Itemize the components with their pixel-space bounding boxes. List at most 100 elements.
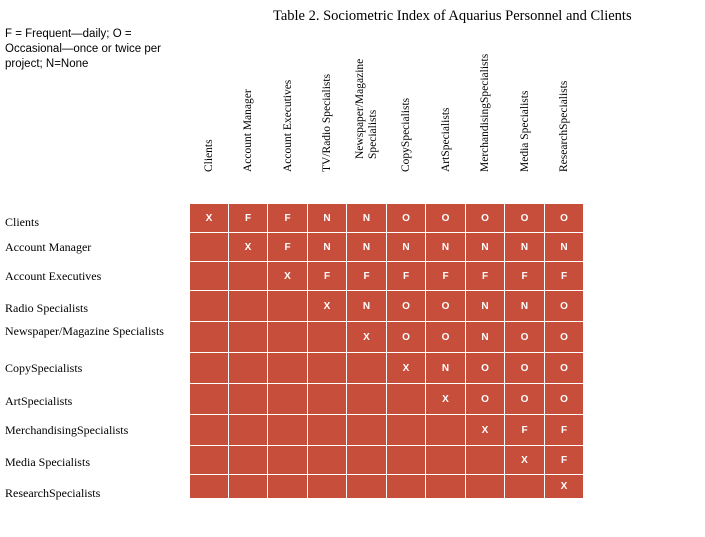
matrix-cell: N [426,353,465,383]
column-header-label: Specialists [367,109,379,159]
matrix-cell: O [545,204,583,232]
matrix-cell [190,262,228,290]
matrix-cell: F [545,446,583,474]
matrix-cell [308,446,346,474]
table-title: Table 2. Sociometric Index of Aquarius P… [273,8,632,24]
matrix-cell: O [545,384,583,414]
matrix-cell [308,415,346,445]
matrix-cell: N [505,291,544,321]
matrix-cell [190,384,228,414]
matrix-cell: N [308,233,346,261]
matrix-cell [268,384,307,414]
matrix-cell [229,475,267,498]
column-header-label: TV/Radio Specialists [321,73,333,172]
matrix-cell [426,475,465,498]
matrix-cell: O [505,384,544,414]
column-header: Clients [203,40,216,185]
matrix-cell: O [545,353,583,383]
matrix-cell [268,415,307,445]
matrix-cell: O [426,291,465,321]
matrix-cell: F [268,204,307,232]
matrix-cell: N [466,233,504,261]
matrix-cell: N [387,233,425,261]
matrix-cell: N [347,233,386,261]
column-header-label: CopySpecialists [400,97,412,172]
matrix-cell [190,233,228,261]
matrix-cell: N [308,204,346,232]
column-header: CopySpecialists [400,40,413,185]
matrix-cell [229,291,267,321]
matrix-cell: F [505,415,544,445]
matrix-cell: F [545,415,583,445]
matrix-cell: X [426,384,465,414]
matrix-cell [190,446,228,474]
matrix-cell [268,353,307,383]
matrix-cell: F [347,262,386,290]
matrix-cell [308,322,346,352]
matrix-cell: O [426,322,465,352]
row-label: Account Manager [5,240,92,254]
matrix-cell [229,353,267,383]
matrix-cell [229,384,267,414]
column-header: MerchandisingSpecialists [479,40,492,185]
matrix-cell: F [268,233,307,261]
matrix-cell: N [347,291,386,321]
matrix-cell: O [466,204,504,232]
matrix-cell: O [426,204,465,232]
column-header-label: Clients [203,139,215,172]
matrix-cell [387,446,425,474]
matrix-cell [347,475,386,498]
matrix-cell [347,384,386,414]
matrix-cell [190,353,228,383]
row-label: Clients [5,215,40,229]
column-header-label: MerchandisingSpecialists [479,53,491,172]
matrix-cell [347,446,386,474]
matrix-cell: O [545,322,583,352]
matrix-cell: F [387,262,425,290]
matrix-cell [347,415,386,445]
matrix-cell [229,262,267,290]
matrix-cell [308,384,346,414]
matrix-cell: O [387,204,425,232]
matrix-cell [308,353,346,383]
row-label: MerchandisingSpecialists [5,423,129,437]
column-header: Account Manager [242,40,255,185]
matrix-cell [505,475,544,498]
matrix-cell: X [190,204,228,232]
column-header-label: Account Executives [281,79,294,172]
matrix-cell [268,322,307,352]
column-header-label: Account Manager [242,89,254,172]
row-label: ResearchSpecialists [5,486,101,500]
matrix-cell [268,475,307,498]
matrix-cell: X [545,475,583,498]
column-header-label: ArtSpecialists [439,107,452,172]
row-label: CopySpecialists [5,361,83,375]
matrix-cell: O [505,204,544,232]
matrix-cell: O [466,384,504,414]
matrix-cell [426,415,465,445]
matrix-cell: N [545,233,583,261]
row-label: ArtSpecialists [5,394,73,408]
matrix-cell: N [505,233,544,261]
matrix-cell [190,415,228,445]
matrix-cell [190,291,228,321]
row-label: Radio Specialists [5,301,88,315]
matrix-cell: N [466,291,504,321]
matrix-cell: F [426,262,465,290]
matrix-cell [229,446,267,474]
matrix-cell [268,446,307,474]
matrix-cell: O [545,291,583,321]
matrix-cell: X [505,446,544,474]
matrix-cell [347,353,386,383]
matrix-cell: O [387,322,425,352]
matrix-cell: X [347,322,386,352]
column-header: ArtSpecialists [440,40,453,185]
matrix-cell [229,322,267,352]
column-header: Account Executives [282,40,295,185]
matrix-cell [466,446,504,474]
row-label: Media Specialists [5,455,90,469]
column-header: ResearchSpecialists [558,40,571,185]
matrix-cell: N [347,204,386,232]
matrix-cell [229,415,267,445]
matrix-cell: N [426,233,465,261]
